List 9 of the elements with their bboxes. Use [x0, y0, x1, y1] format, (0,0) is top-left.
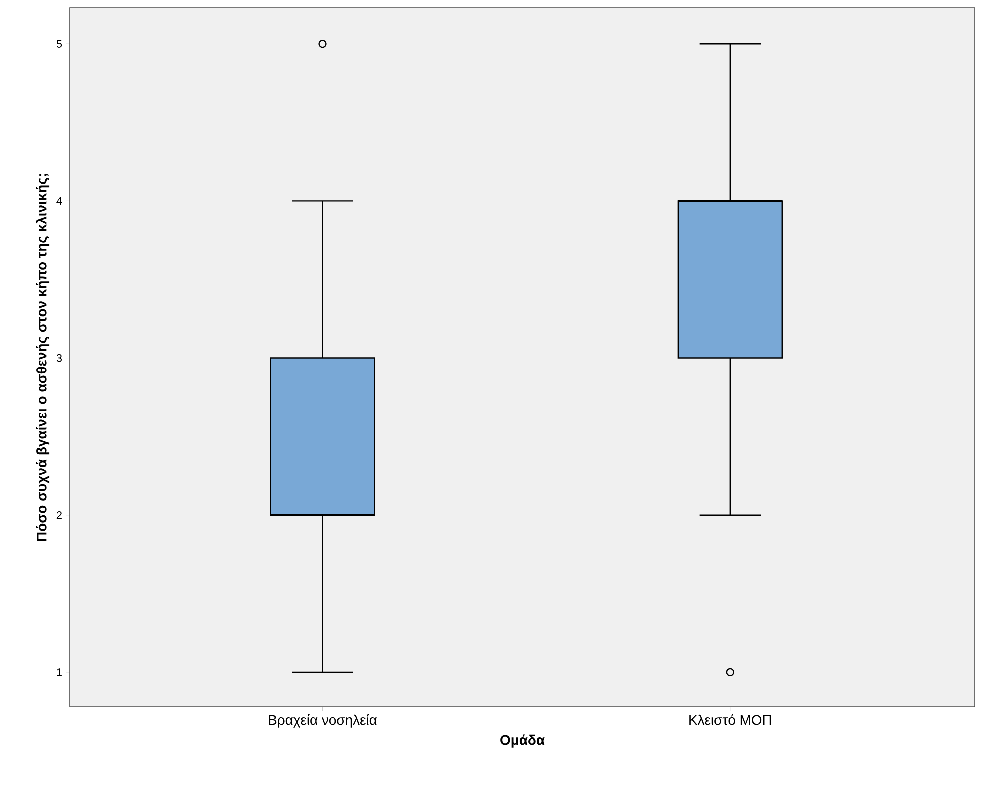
x-axis-title: Ομάδα: [500, 734, 545, 748]
y-axis-title: Πόσο συχνά βγαίνει ο ασθενής στον κήπο της κλινικής;: [36, 174, 50, 542]
y-tick-label: 2: [56, 512, 62, 520]
x-tick-label: Κλειστό ΜΟΠ: [690, 714, 772, 726]
y-tick-label: 5: [56, 40, 62, 48]
y-tick-label: 3: [56, 354, 62, 362]
y-tick-label: 1: [57, 668, 62, 676]
x-tick-label: Βραχεία νοσηλεία: [269, 714, 378, 728]
y-tick-label: 4: [56, 197, 62, 205]
